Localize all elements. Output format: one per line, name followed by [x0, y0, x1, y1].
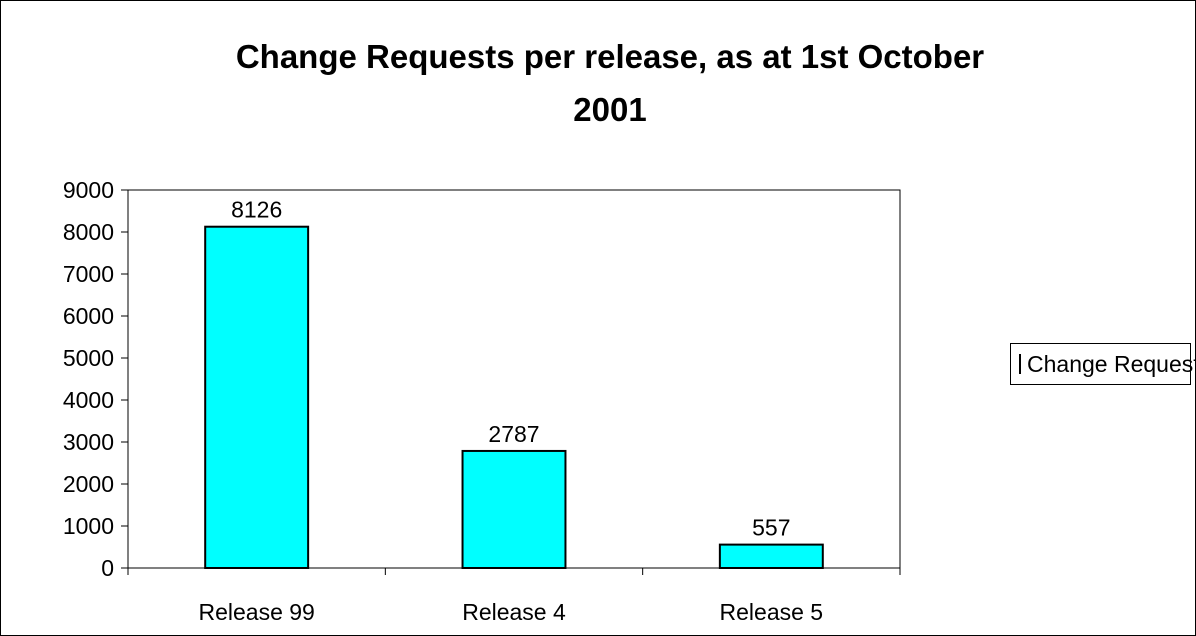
y-tick-label: 3000 [63, 429, 114, 455]
y-tick-label: 9000 [63, 177, 114, 203]
data-label: 8126 [231, 197, 282, 223]
x-tick-label: Release 99 [198, 599, 314, 625]
legend-label: Change Requests [1027, 350, 1196, 377]
y-tick-label: 6000 [63, 303, 114, 329]
y-tick-label: 0 [101, 555, 114, 581]
bar [204, 225, 310, 569]
y-tick-label: 4000 [63, 387, 114, 413]
chart-title-line2: 2001 [573, 91, 647, 128]
bar [718, 543, 824, 570]
y-tick-label: 7000 [63, 261, 114, 287]
y-tick-label: 1000 [63, 513, 114, 539]
y-tick-label: 8000 [63, 219, 114, 245]
y-tick-label: 2000 [63, 471, 114, 497]
x-tick-label: Release 5 [720, 599, 824, 625]
data-label: 2787 [488, 421, 539, 447]
bar [461, 449, 567, 570]
legend: Change Requests [1010, 343, 1196, 385]
chart-title-line1: Change Requests per release, as at 1st O… [235, 38, 985, 75]
chart-title: Change Requests per release, as at 1st O… [40, 30, 1180, 136]
legend-swatch [1019, 354, 1021, 374]
x-tick-label: Release 4 [462, 599, 566, 625]
y-tick-label: 5000 [63, 345, 114, 371]
data-label: 557 [752, 515, 790, 541]
